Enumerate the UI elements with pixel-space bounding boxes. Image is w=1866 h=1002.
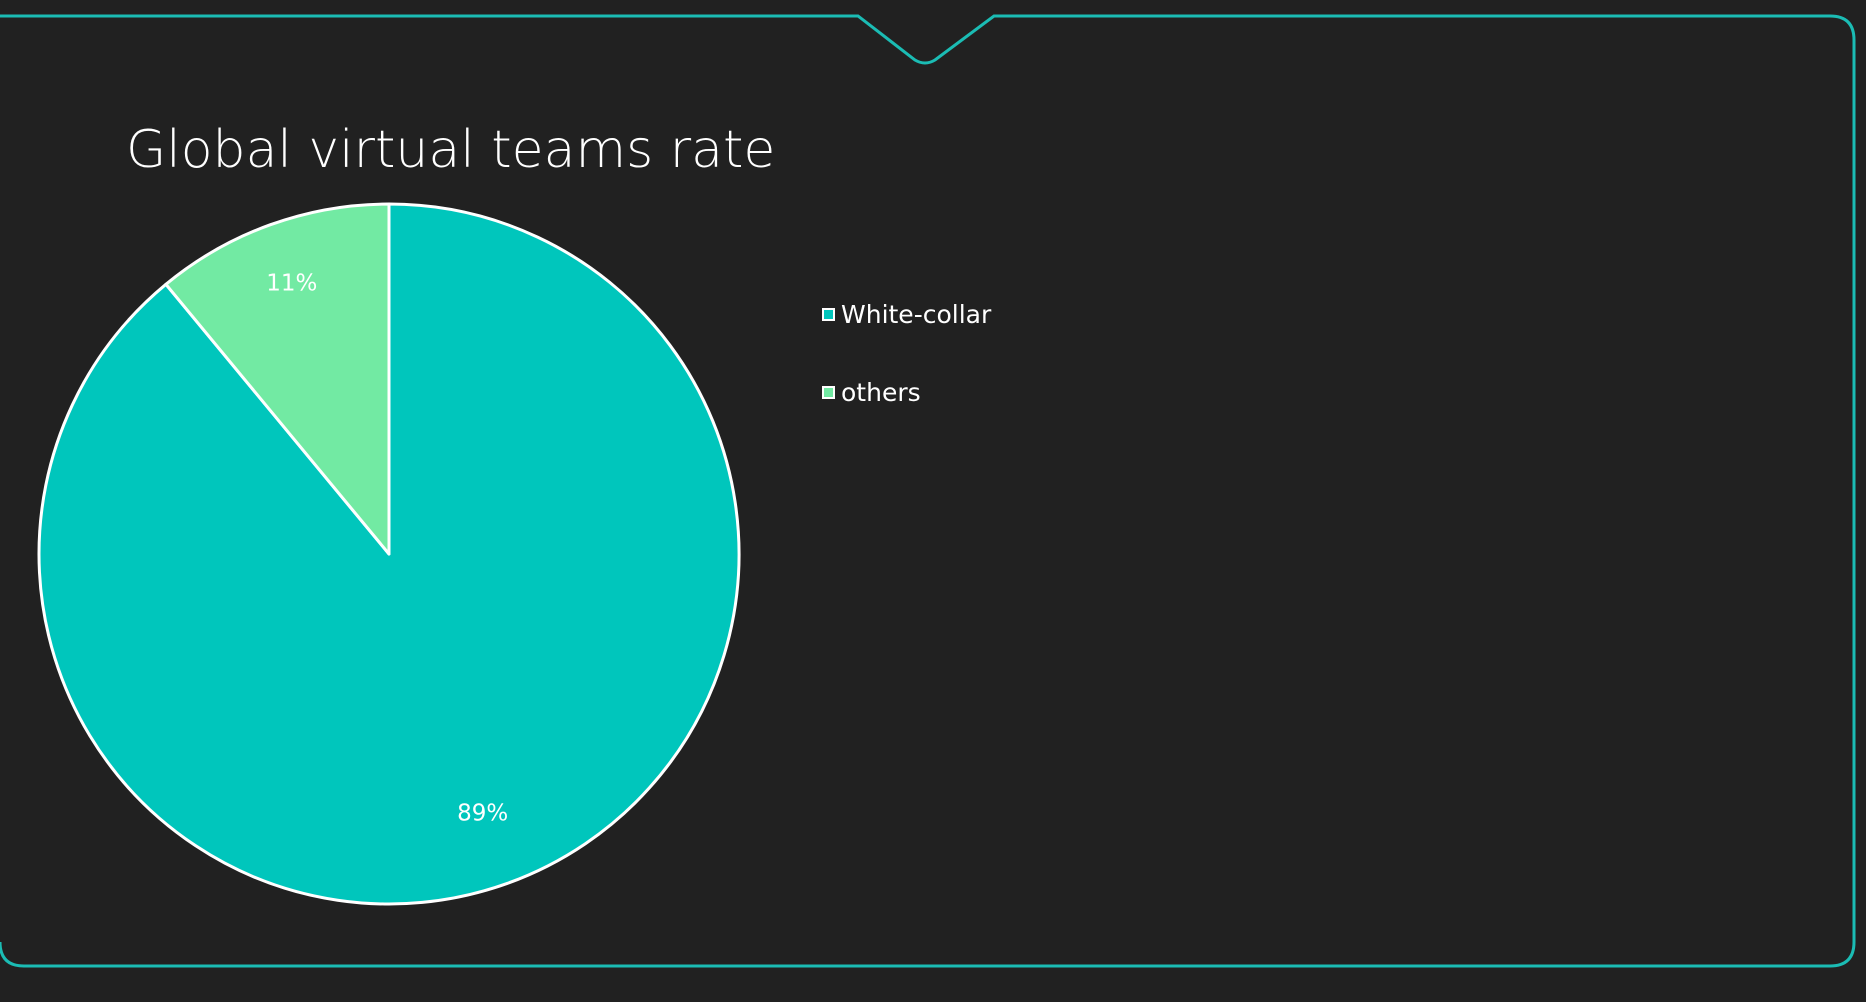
legend-label-white-collar: White-collar xyxy=(841,299,992,329)
legend-item-white-collar: White-collar xyxy=(822,296,991,332)
chart-legend: White-collar others xyxy=(822,296,991,452)
legend-label-others: others xyxy=(841,377,921,407)
legend-swatch-white-collar xyxy=(822,307,835,321)
frame-border xyxy=(0,14,1856,968)
legend-swatch-others xyxy=(822,385,835,399)
pie-chart: 89% 11% xyxy=(37,202,741,906)
data-label-others: 11% xyxy=(266,270,317,296)
legend-item-others: others xyxy=(822,374,991,410)
data-label-white-collar: 89% xyxy=(457,801,508,827)
pie-slice-others xyxy=(164,202,391,556)
chart-title: Global virtual teams rate xyxy=(126,120,776,180)
